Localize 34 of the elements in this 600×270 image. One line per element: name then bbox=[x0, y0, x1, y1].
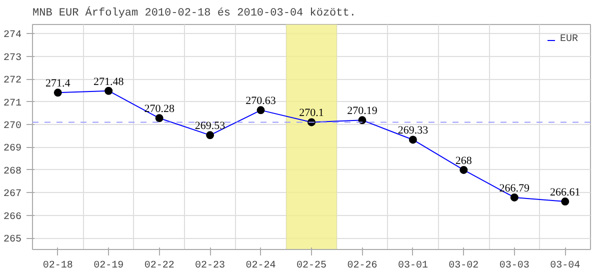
data-label: 270.28 bbox=[144, 103, 175, 116]
x-tick-label: 02-19 bbox=[94, 260, 124, 270]
x-tick-label: 03-02 bbox=[448, 260, 479, 270]
data-label: 269.53 bbox=[194, 120, 226, 132]
data-label: 266.61 bbox=[550, 186, 580, 199]
x-tick-label: 02-18 bbox=[42, 260, 73, 270]
legend-label: EUR bbox=[560, 34, 580, 45]
data-label: 271.4 bbox=[45, 78, 71, 90]
x-tick-label: 03-04 bbox=[550, 260, 580, 270]
y-tick-label: 274 bbox=[3, 30, 22, 42]
x-tick-label: 03-03 bbox=[499, 260, 530, 270]
y-tick-label: 269 bbox=[3, 144, 22, 155]
data-label: 266.79 bbox=[499, 182, 530, 194]
x-tick-label: 02-26 bbox=[347, 260, 378, 270]
y-tick-label: 267 bbox=[3, 189, 22, 200]
x-tick-label: 03-01 bbox=[398, 260, 428, 270]
y-tick-label: 268 bbox=[3, 166, 22, 178]
data-label: 271.48 bbox=[93, 76, 124, 88]
y-tick-label: 270 bbox=[3, 121, 22, 132]
y-tick-label: 265 bbox=[3, 234, 22, 246]
x-tick-label: 02-25 bbox=[296, 260, 327, 270]
x-tick-label: 02-23 bbox=[195, 260, 226, 270]
y-tick-label: 266 bbox=[3, 212, 22, 223]
data-label: 270.1 bbox=[299, 107, 324, 120]
x-tick-label: 02-24 bbox=[246, 260, 276, 270]
data-label: 268 bbox=[455, 154, 472, 167]
data-label: 270.63 bbox=[246, 95, 276, 108]
y-tick-label: 272 bbox=[3, 76, 22, 87]
chart-title: MNB EUR Árfolyam 2010-02-18 és 2010-03-04 között. bbox=[32, 6, 356, 20]
data-label: 269.33 bbox=[398, 124, 429, 137]
y-tick-label: 271 bbox=[3, 98, 22, 110]
x-tick-label: 02-22 bbox=[144, 260, 174, 270]
data-label: 270.19 bbox=[347, 105, 378, 118]
y-tick-label: 273 bbox=[3, 52, 22, 64]
